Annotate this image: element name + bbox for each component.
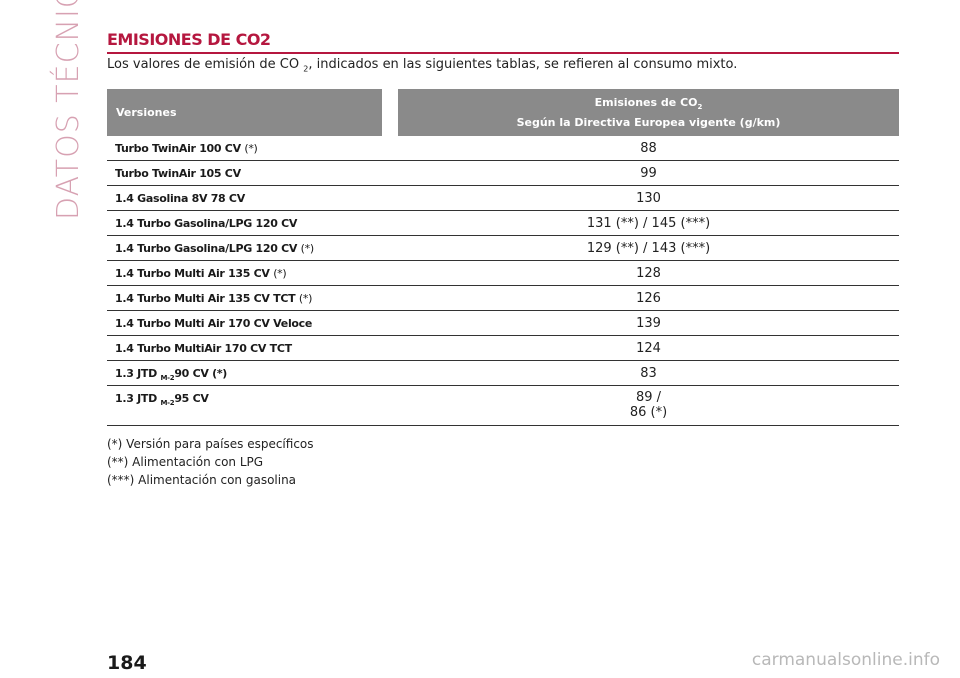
emission-value: 129 (**) / 143 (***) xyxy=(586,241,711,256)
emission-value: 88 xyxy=(640,141,657,156)
emission-value: 83 xyxy=(640,366,657,381)
table-row: Turbo TwinAir 105 CV 99 xyxy=(107,161,899,186)
watermark: carmanualsonline.info xyxy=(751,650,940,670)
emission-value: 128 xyxy=(636,266,661,281)
table-row: 1.4 Turbo MultiAir 170 CV TCT 124 xyxy=(107,336,899,361)
emission-value: 126 xyxy=(636,291,661,306)
header-versions: Versiones xyxy=(107,89,382,136)
emission-value: 89 / 86 (*) xyxy=(629,390,668,420)
table-row: 1.4 Gasolina 8V 78 CV 130 xyxy=(107,186,899,211)
table-row: 1.4 Turbo Multi Air 135 CV (*) 128 xyxy=(107,261,899,286)
version-name: 1.4 Turbo Multi Air 170 CV Veloce xyxy=(115,317,313,330)
version-name: Turbo TwinAir 100 CV (*) xyxy=(115,142,258,155)
table-row: 1.4 Turbo Gasolina/LPG 120 CV 131 (**) /… xyxy=(107,211,899,236)
emission-value: 139 xyxy=(636,316,661,331)
table-row: Turbo TwinAir 100 CV (*) 88 xyxy=(107,136,899,161)
page-title: EMISIONES DE CO2 xyxy=(107,30,899,54)
footnotes: (*) Versión para países específicos (**)… xyxy=(107,435,314,489)
version-name: 1.4 Turbo Gasolina/LPG 120 CV xyxy=(115,217,298,230)
emissions-table: Turbo TwinAir 100 CV (*) 88 Turbo TwinAi… xyxy=(107,136,899,426)
version-name: 1.3 JTD M-295 CV xyxy=(115,392,209,408)
footnote: (***) Alimentación con gasolina xyxy=(107,473,297,487)
header-emissions: Emisiones de CO2 Según la Directiva Euro… xyxy=(398,89,899,136)
table-row: 1.4 Turbo Gasolina/LPG 120 CV (*) 129 (*… xyxy=(107,236,899,261)
emission-value: 99 xyxy=(640,166,657,181)
table-row: 1.4 Turbo Multi Air 135 CV TCT (*) 126 xyxy=(107,286,899,311)
table-row: 1.4 Turbo Multi Air 170 CV Veloce 139 xyxy=(107,311,899,336)
emission-value: 131 (**) / 145 (***) xyxy=(586,216,711,231)
version-name: 1.4 Turbo Multi Air 135 CV (*) xyxy=(115,267,287,280)
emission-value: 130 xyxy=(636,191,661,206)
intro-text: Los valores de emisión de CO 2, indicado… xyxy=(107,57,738,74)
version-name: 1.4 Gasolina 8V 78 CV xyxy=(115,192,245,205)
emission-value: 124 xyxy=(636,341,661,356)
version-name: 1.4 Turbo MultiAir 170 CV TCT xyxy=(115,342,292,355)
footnote: (*) Versión para países específicos xyxy=(107,437,314,451)
page-number: 184 xyxy=(107,652,147,674)
version-name: 1.3 JTD M-290 CV (*) xyxy=(115,367,228,383)
footnote: (**) Alimentación con LPG xyxy=(107,455,264,469)
version-name: 1.4 Turbo Multi Air 135 CV TCT (*) xyxy=(115,292,313,305)
table-row: 1.3 JTD M-295 CV 89 / 86 (*) xyxy=(107,386,899,426)
version-name: Turbo TwinAir 105 CV xyxy=(115,167,241,180)
table-row: 1.3 JTD M-290 CV (*) 83 xyxy=(107,361,899,386)
version-name: 1.4 Turbo Gasolina/LPG 120 CV (*) xyxy=(115,242,314,255)
section-label: DATOS TÉCNICOS xyxy=(51,0,86,220)
